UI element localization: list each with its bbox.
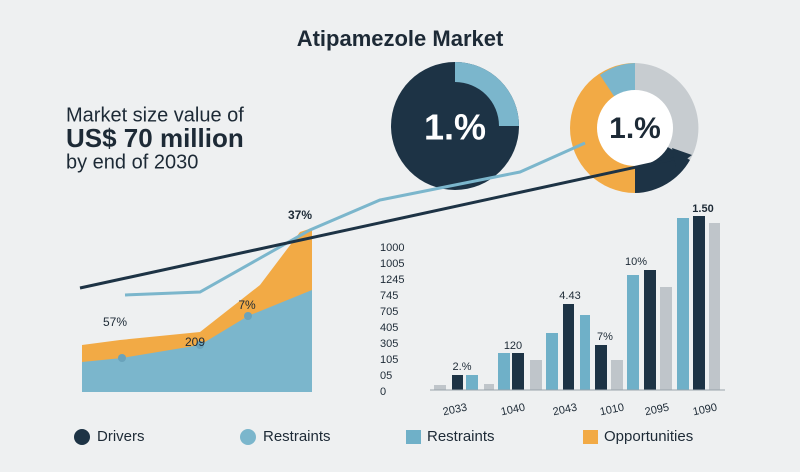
bar xyxy=(512,353,524,390)
area-label: 7% xyxy=(238,298,256,312)
bar xyxy=(484,384,494,390)
headline-line: by end of 2030 xyxy=(66,151,198,173)
headline-line: Market size value of xyxy=(66,104,244,126)
donut: 1.% xyxy=(570,63,699,193)
x-axis: 2033 1040 2043 1010 2095 1090 xyxy=(442,401,718,418)
y-axis: 1000 1005 1245 745 705 405 305 105 05 0 xyxy=(380,242,404,398)
legend-label: Drivers xyxy=(97,428,145,445)
bar xyxy=(580,315,590,390)
bar-label: 1.50 xyxy=(692,203,713,215)
y-axis-label: 05 xyxy=(380,370,392,382)
legend-swatch xyxy=(583,430,598,444)
bar-label: 4.43 xyxy=(559,290,580,302)
bar xyxy=(644,270,656,390)
area-label: 57% xyxy=(103,315,127,329)
bar-chart: 1000 1005 1245 745 705 405 305 105 05 0 2.% 120 4… xyxy=(380,203,725,418)
point xyxy=(118,354,126,362)
bar xyxy=(595,345,607,390)
bar-label: 7% xyxy=(597,331,613,343)
y-axis-label: 305 xyxy=(380,338,398,350)
legend-swatch xyxy=(406,430,421,444)
bar xyxy=(452,375,463,390)
donut: 1.% xyxy=(391,62,519,190)
donut-segment xyxy=(455,62,519,126)
bar-label: 10% xyxy=(625,256,647,268)
x-tick-label: 2033 xyxy=(442,401,468,418)
y-axis-label: 1000 xyxy=(380,242,404,254)
point xyxy=(196,341,204,349)
bar xyxy=(677,218,689,390)
bar xyxy=(627,275,639,390)
bar xyxy=(498,353,510,390)
legend: Drivers Restraints Restraints Opportunit… xyxy=(74,428,693,445)
bar xyxy=(611,360,623,390)
trend-line xyxy=(124,141,586,297)
bar xyxy=(466,375,478,390)
legend-label: Restraints xyxy=(427,428,495,445)
bar xyxy=(530,360,542,390)
trend-arrow xyxy=(79,156,679,290)
bar-label: 120 xyxy=(504,340,522,352)
y-axis-label: 405 xyxy=(380,322,398,334)
donut-label: 1.% xyxy=(424,107,486,148)
bar xyxy=(660,287,672,390)
y-axis-label: 0 xyxy=(380,386,386,398)
x-tick-label: 1040 xyxy=(500,401,526,418)
headline-value: US$ 70 million xyxy=(66,123,244,153)
bar xyxy=(434,385,446,390)
legend-label: Opportunities xyxy=(604,428,693,445)
x-tick-label: 2095 xyxy=(644,401,670,418)
legend-label: Restraints xyxy=(263,428,331,445)
point xyxy=(244,312,252,320)
bar-label: 2.% xyxy=(453,361,472,373)
bar xyxy=(546,333,558,390)
bar xyxy=(709,223,720,390)
donut-hole xyxy=(597,90,673,166)
y-axis-label: 745 xyxy=(380,290,398,302)
y-axis-label: 105 xyxy=(380,354,398,366)
area-label: 209 xyxy=(185,335,205,349)
title: Atipamezole Market xyxy=(297,26,504,51)
y-axis-label: 1245 xyxy=(380,274,404,286)
x-tick-label: 2043 xyxy=(552,401,578,418)
bar xyxy=(693,216,705,390)
x-tick-label: 1010 xyxy=(599,401,625,418)
legend-swatch xyxy=(74,429,90,445)
area-restraints xyxy=(82,290,312,392)
y-axis-label: 705 xyxy=(380,306,398,318)
x-tick-label: 1090 xyxy=(692,401,718,418)
donut-label: 1.% xyxy=(609,112,661,145)
legend-swatch xyxy=(240,429,256,445)
area-label: 37% xyxy=(288,208,312,222)
arrow-head xyxy=(672,148,692,167)
y-axis-label: 1005 xyxy=(380,258,404,270)
bar xyxy=(563,304,574,390)
